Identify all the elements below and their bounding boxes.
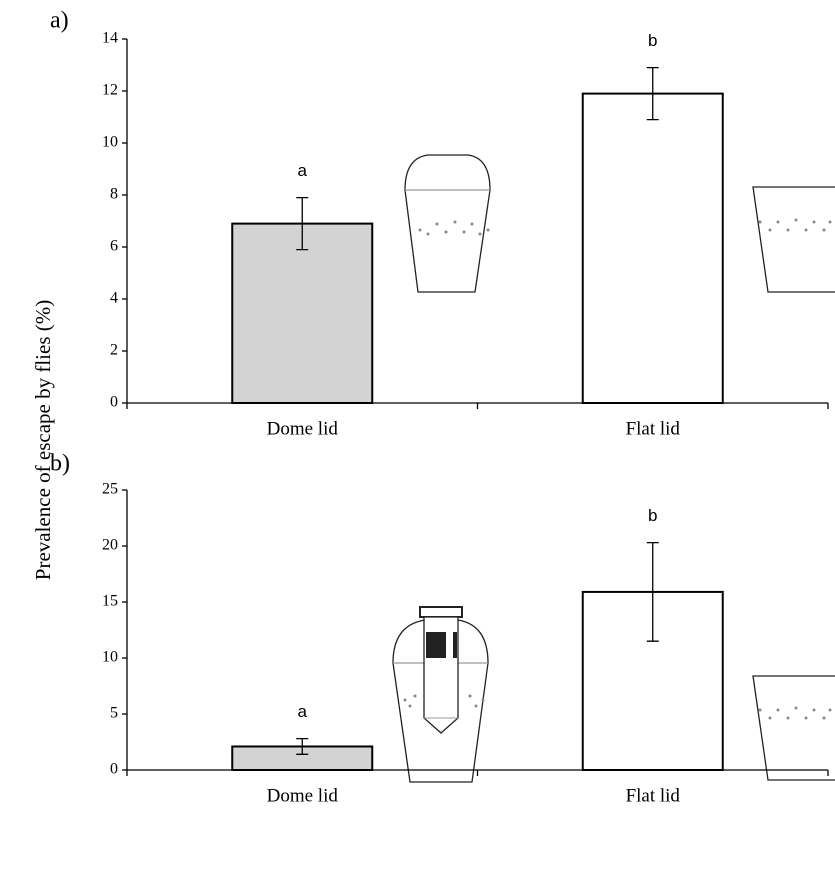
flat-cup-illustration-b: [752, 675, 835, 781]
error-bar: [296, 737, 309, 755]
y-tick-label: 2: [110, 342, 118, 359]
bar: [231, 222, 374, 404]
y-tick-label: 25: [102, 481, 118, 498]
significance-letter: a: [298, 702, 308, 721]
y-tick-label: 6: [110, 238, 118, 255]
y-tick-label: 10: [102, 134, 118, 151]
panel-label: b): [50, 451, 70, 477]
y-tick-label: 5: [110, 705, 118, 722]
y-tick-label: 14: [102, 30, 118, 47]
bar: [581, 92, 724, 404]
y-tick-label: 8: [110, 186, 118, 203]
y-tick-label: 15: [102, 593, 118, 610]
y-tick-label: 12: [102, 82, 118, 99]
y-tick-label: 20: [102, 537, 118, 554]
significance-letter: a: [298, 161, 308, 180]
significance-letter: b: [648, 506, 657, 525]
x-tick-label: Dome lid: [267, 785, 339, 806]
error-bar: [296, 196, 309, 251]
significance-letter: b: [648, 31, 657, 50]
x-tick-label: Dome lid: [267, 418, 339, 439]
y-tick-label: 10: [102, 649, 118, 666]
y-axis-label: Prevalence of escape by flies (%): [31, 300, 55, 580]
dome-cup-illustration-b: [392, 606, 489, 783]
y-tick-label: 0: [110, 394, 118, 411]
flat-cup-illustration-a: [752, 186, 835, 293]
dome-cup-illustration-a: [404, 154, 491, 293]
panel-label: a): [50, 8, 69, 34]
y-tick-label: 4: [110, 290, 118, 307]
y-tick-label: 0: [110, 761, 118, 778]
error-bar: [646, 541, 659, 642]
error-bar: [646, 66, 659, 121]
x-tick-label: Flat lid: [626, 785, 681, 806]
x-tick-label: Flat lid: [626, 418, 681, 439]
